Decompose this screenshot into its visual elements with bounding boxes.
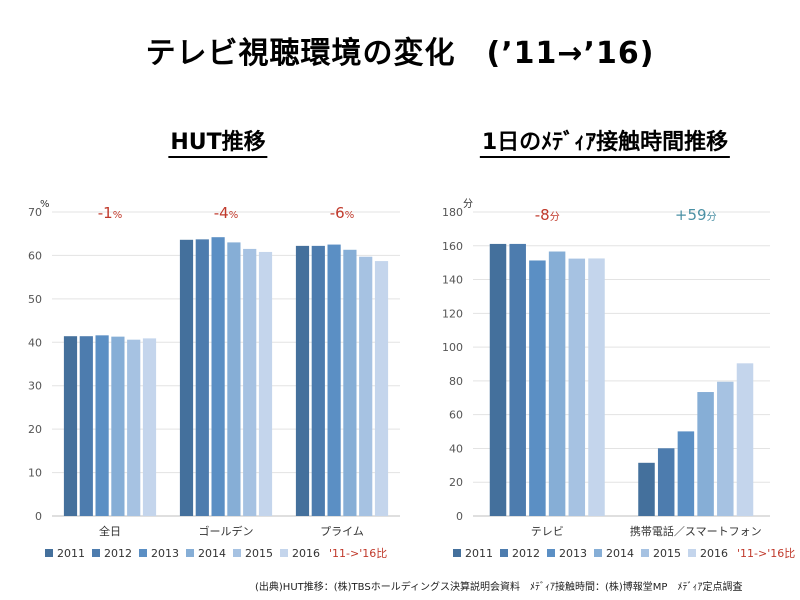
media-y-tick-label: 160: [442, 240, 463, 253]
media-y-tick-label: 100: [442, 341, 463, 354]
hut-legend-label: 2016: [292, 547, 320, 560]
hut-bar: [327, 244, 341, 517]
media-bar: [736, 363, 754, 516]
media-chart-title: 1日のﾒﾃﾞｨｱ接触時間推移: [479, 130, 731, 158]
media-bar: [588, 258, 605, 516]
hut-change-annotation: -6%: [330, 204, 354, 222]
hut-bar: [343, 249, 357, 517]
hut-legend-label: 2015: [245, 547, 273, 560]
hut-legend-swatch: [186, 549, 194, 557]
hut-y-tick-label: 70: [28, 206, 42, 219]
hut-bar: [179, 239, 194, 516]
media-y-tick-label: 140: [442, 274, 463, 287]
hut-y-tick-label: 0: [35, 510, 42, 523]
hut-legend-label: 2011: [57, 547, 85, 560]
media-unit-label: 分: [463, 198, 473, 210]
media-category-label: テレビ: [531, 525, 564, 538]
media-y-tick-label: 120: [442, 307, 463, 320]
hut-y-tick-label: 50: [28, 293, 42, 306]
media-y-tick-label: 40: [449, 442, 463, 455]
hut-bar: [227, 242, 241, 516]
hut-unit-label: %: [40, 199, 50, 210]
hut-bar: [359, 256, 373, 516]
hut-y-tick-label: 20: [28, 423, 42, 436]
hut-chart-title: HUT推移: [168, 130, 268, 158]
hut-y-tick-label: 10: [28, 467, 42, 480]
media-change-annotation: +59分: [675, 206, 717, 224]
media-bar: [509, 243, 526, 517]
media-category-label: 携帯電話／スマートフォン: [630, 524, 762, 538]
hut-change-annotation: -4%: [214, 204, 238, 222]
source-note: (出典)HUT推移：(株)TBSホールディングス決算説明会資料 ﾒﾃﾞｨｱ接触時…: [255, 582, 743, 593]
media-legend-label: 2012: [512, 547, 540, 560]
hut-legend-swatch: [280, 549, 288, 557]
hut-bar: [243, 248, 257, 516]
hut-bar: [295, 245, 310, 517]
hut-legend-label: 2014: [198, 547, 226, 560]
hut-bar: [79, 336, 93, 516]
media-legend-swatch: [594, 549, 602, 557]
media-bar: [489, 243, 507, 517]
hut-bar: [63, 336, 78, 516]
media-y-tick-label: 180: [442, 206, 463, 219]
hut-category-label: ゴールデン: [199, 524, 254, 538]
hut-bar: [258, 251, 273, 516]
hut-y-tick-label: 30: [28, 380, 42, 393]
media-legend-label: 2015: [653, 547, 681, 560]
hut-bar: [95, 335, 109, 516]
hut-bar: [142, 338, 157, 516]
hut-bar: [211, 237, 225, 516]
media-bar: [638, 462, 655, 516]
hut-legend-swatch: [233, 549, 241, 557]
media-bar: [548, 251, 566, 516]
media-bar: [529, 260, 546, 516]
hut-legend-extra: '11->'16比: [329, 547, 387, 560]
hut-y-tick-label: 40: [28, 336, 42, 349]
hut-category-label: プライム: [320, 525, 364, 538]
hut-bar: [127, 339, 141, 516]
media-change-annotation: -8分: [535, 206, 560, 224]
hut-bar: [311, 245, 325, 517]
hut-change-annotation: -1%: [98, 204, 122, 222]
media-bar: [677, 431, 695, 516]
media-legend-swatch: [500, 549, 508, 557]
media-legend-label: 2014: [606, 547, 634, 560]
hut-legend-label: 2013: [151, 547, 179, 560]
media-y-tick-label: 0: [456, 510, 463, 523]
hut-bar: [195, 239, 209, 517]
hut-bar: [111, 336, 125, 516]
media-legend-label: 2011: [465, 547, 493, 560]
media-y-tick-label: 80: [449, 375, 463, 388]
media-bar: [697, 392, 714, 516]
media-bar: [657, 448, 675, 516]
media-legend-extra: '11->'16比: [737, 547, 795, 560]
hut-legend-label: 2012: [104, 547, 132, 560]
media-y-tick-label: 60: [449, 409, 463, 422]
hut-y-tick-label: 60: [28, 249, 42, 262]
media-y-tick-label: 20: [449, 476, 463, 489]
hut-bar: [374, 261, 389, 516]
hut-legend-swatch: [92, 549, 100, 557]
media-legend-swatch: [453, 549, 461, 557]
media-legend-swatch: [688, 549, 696, 557]
hut-legend-swatch: [139, 549, 147, 557]
media-legend-swatch: [547, 549, 555, 557]
media-legend-swatch: [641, 549, 649, 557]
hut-legend-swatch: [45, 549, 53, 557]
media-legend-label: 2016: [700, 547, 728, 560]
media-legend-label: 2013: [559, 547, 587, 560]
hut-category-label: 全日: [99, 524, 121, 538]
media-bar: [717, 381, 734, 516]
media-bar: [568, 258, 586, 516]
page-title: テレビ視聴環境の変化 (’11→’16): [145, 36, 655, 71]
